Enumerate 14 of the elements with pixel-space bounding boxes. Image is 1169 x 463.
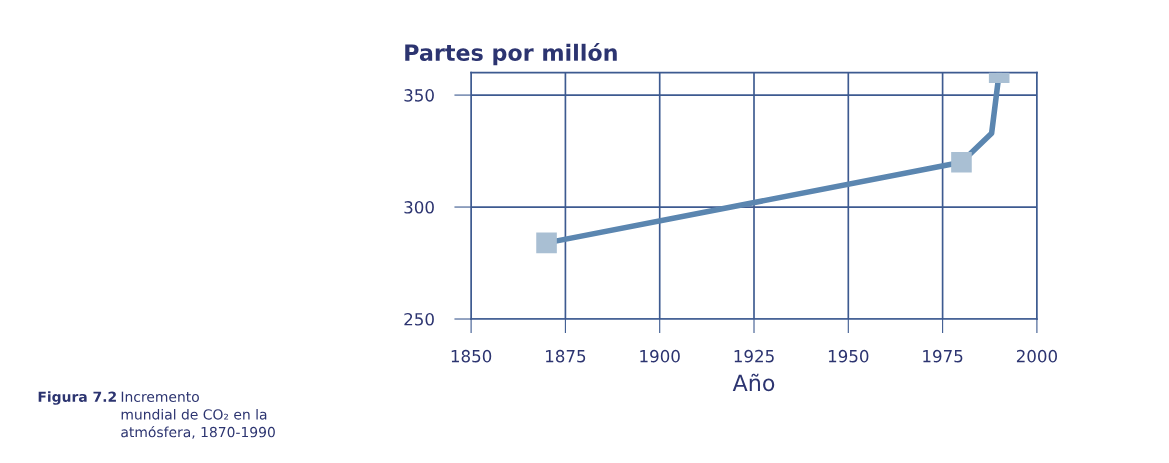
text: Figura 7.2 — [38, 391, 116, 405]
y-tick-label: 300 — [404, 201, 434, 214]
x-tick-label: 1975 — [923, 349, 963, 363]
y-tick-label: 350 — [404, 89, 434, 102]
y-axis-title: Partes por millón — [405, 42, 617, 66]
x-tick-label: 1900 — [640, 349, 680, 363]
x-tick-label: 1950 — [828, 349, 869, 363]
text: Incremento mundial de CO₂ en la atmósfera, 1870-1990 — [121, 391, 275, 439]
x-tick-label: 2000 — [1016, 349, 1057, 363]
x-tick-label: 1850 — [451, 349, 492, 363]
y-tick-label: 250 — [404, 312, 434, 326]
x-tick-label: 1925 — [734, 349, 774, 363]
x-tick-label: 1875 — [546, 349, 586, 363]
x-axis-title: Año — [732, 373, 775, 392]
